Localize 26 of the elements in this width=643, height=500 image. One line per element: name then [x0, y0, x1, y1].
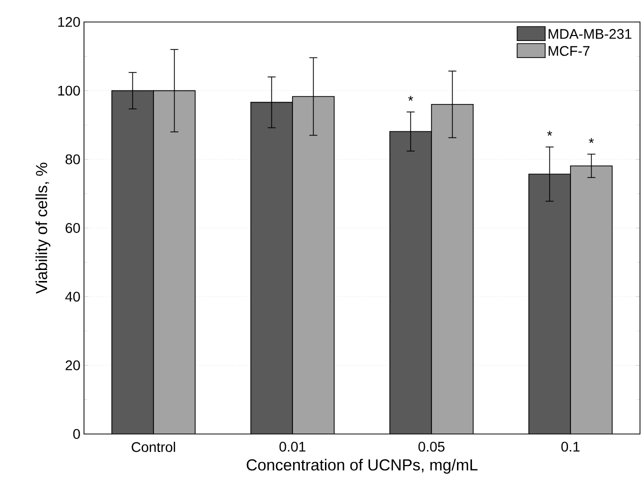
y-tick-label: 40	[65, 292, 80, 302]
legend-label: MCF-7	[548, 46, 590, 56]
y-tick-label: 60	[66, 223, 80, 233]
y-axis-title: Viability of cells, %	[36, 162, 50, 294]
y-tick-label: 120	[58, 17, 80, 27]
legend-label: MDA-MB-231	[548, 29, 632, 39]
y-tick-label: 80	[66, 154, 80, 164]
bar	[528, 174, 571, 434]
bar	[431, 104, 474, 434]
bar	[292, 96, 335, 434]
y-tick-label: 0	[73, 429, 80, 439]
x-axis-title: Concentration of UCNPs, mg/mL	[246, 458, 478, 474]
annotation: *	[588, 138, 594, 143]
x-tick-label: 0.05	[418, 442, 444, 452]
annotation: *	[408, 96, 414, 101]
x-tick-label: 0.01	[279, 442, 306, 452]
x-tick-label: 0.1	[561, 442, 580, 452]
y-tick-label: 100	[58, 86, 80, 96]
bar	[111, 90, 154, 434]
bar	[250, 102, 293, 434]
bar	[389, 131, 432, 434]
x-tick-label: Control	[132, 442, 176, 452]
annotation: *	[547, 130, 552, 136]
bar	[570, 165, 613, 434]
y-tick-label: 20	[66, 360, 80, 370]
bar	[153, 90, 196, 434]
